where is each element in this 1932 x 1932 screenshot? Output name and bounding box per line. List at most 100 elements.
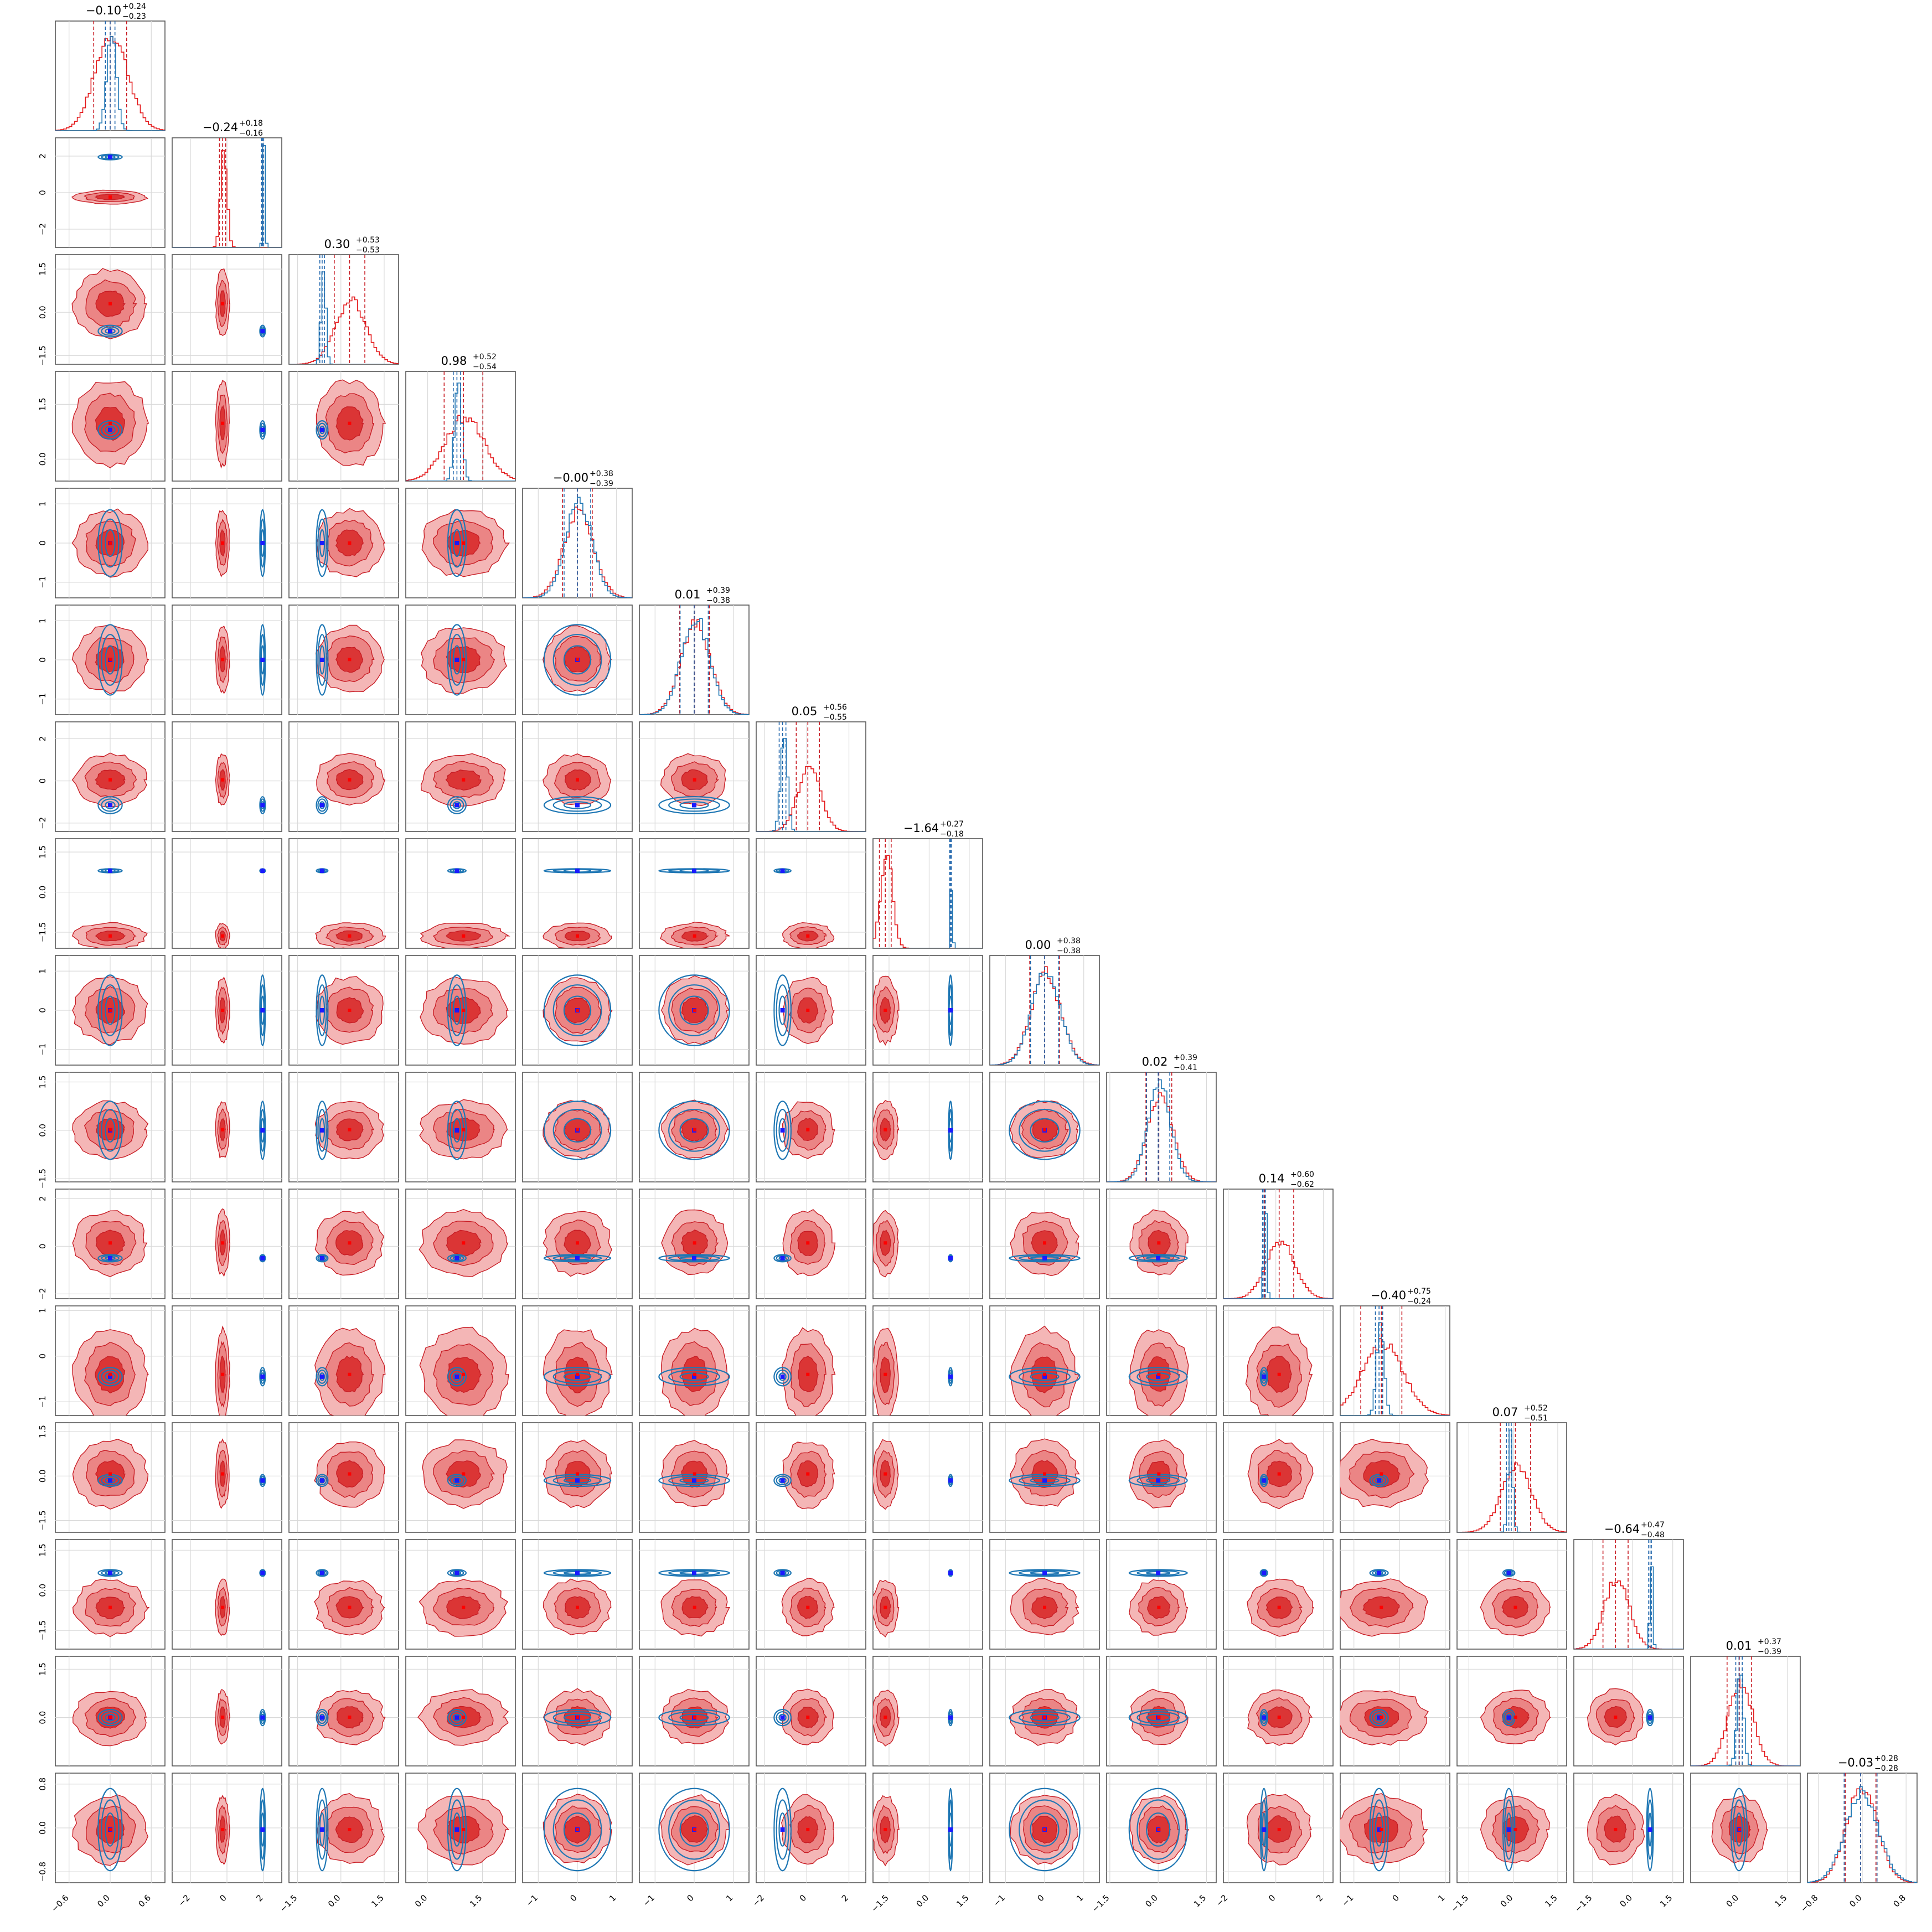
blue-contour (1259, 1788, 1268, 1872)
blue-contour (452, 1118, 462, 1143)
x-tick-label: −0.8 (1799, 1893, 1820, 1914)
panel-13-2 (288, 1539, 399, 1650)
blue-center-marker (948, 1256, 953, 1261)
param-title: 0.07 (1492, 1406, 1518, 1419)
red-histogram (172, 149, 282, 247)
red-center-marker (1277, 1472, 1281, 1476)
blue-histogram (990, 973, 1099, 1065)
y-tick-label: 1 (38, 618, 48, 624)
x-tick-label: 0.0 (95, 1893, 112, 1909)
x-tick-label: −1 (524, 1893, 540, 1908)
blue-histogram (172, 144, 282, 247)
blue-contour (447, 1367, 467, 1387)
red-center-marker (109, 541, 112, 545)
blue-contour (1030, 1118, 1060, 1143)
red-center-marker (693, 1827, 696, 1831)
blue-contour (101, 326, 120, 336)
panel-12-12: 0.07 +0.52−0.51 (1456, 1404, 1567, 1533)
panel-14-7 (872, 1656, 983, 1766)
blue-center-marker (319, 1478, 324, 1483)
param-title: 0.01 (1726, 1639, 1752, 1652)
blue-center-marker (454, 803, 459, 808)
blue-center-marker (260, 541, 265, 545)
param-title: 0.05 (792, 705, 818, 718)
red-center-marker (348, 1472, 352, 1476)
blue-center-marker (1506, 1571, 1511, 1575)
panel-15-3: 0.0 1.5 (405, 1773, 516, 1909)
blue-contour (668, 1475, 720, 1486)
red-center-marker (693, 1605, 696, 1609)
y-tick-label: 2 (38, 1196, 48, 1201)
blue-center-marker (780, 1827, 785, 1832)
param-title-plus: +0.52 (473, 353, 497, 361)
x-tick-label: 0 (1035, 1893, 1046, 1903)
blue-center-marker (319, 1374, 324, 1379)
param-title-plus: +0.39 (1174, 1053, 1197, 1062)
blue-center-marker (780, 1128, 785, 1133)
red-center-marker (1043, 1128, 1046, 1132)
blue-center-marker (692, 1374, 696, 1379)
blue-contour (1375, 1477, 1383, 1484)
blue-contour (1128, 1569, 1188, 1577)
blue-contour (101, 1369, 120, 1384)
panel-9-9: 0.02 +0.39−0.41 (1106, 1053, 1217, 1182)
blue-contour (658, 1254, 730, 1263)
blue-center-marker (319, 1571, 324, 1575)
red-center-marker (884, 1605, 887, 1609)
y-tick-label: 1 (38, 502, 48, 507)
red-center-marker (806, 1472, 810, 1476)
blue-center-marker (1042, 1374, 1047, 1379)
blue-center-marker (319, 1128, 324, 1133)
param-title-minus: −0.54 (473, 363, 497, 371)
panel-12-11 (1340, 1422, 1450, 1533)
blue-contour (447, 1474, 467, 1487)
blue-center-marker (260, 427, 265, 432)
red-center-marker (109, 1716, 112, 1719)
x-tick-label: −1.5 (1090, 1893, 1111, 1914)
panel-15-14: 0.0 1.5 (1690, 1773, 1801, 1909)
blue-contour (319, 645, 326, 675)
x-tick-label: 0 (1391, 1893, 1401, 1903)
panel-10-9 (1106, 1189, 1217, 1299)
blue-center-marker (1377, 1478, 1382, 1483)
blue-contour (1369, 1569, 1389, 1577)
blue-contour (101, 984, 120, 1036)
panel-10-5 (639, 1189, 750, 1299)
blue-contour (778, 1477, 787, 1484)
blue-contour (543, 1367, 612, 1387)
blue-center-marker (1042, 1478, 1047, 1483)
blue-center-marker (1262, 1715, 1267, 1720)
y-tick-label: 0 (38, 1354, 48, 1359)
red-center-marker (1614, 1827, 1618, 1831)
blue-contour (319, 1812, 326, 1847)
blue-contour (447, 1569, 467, 1577)
blue-contour (447, 1101, 467, 1160)
blue-contour (1128, 1788, 1188, 1872)
red-center-marker (348, 421, 352, 425)
blue-center-marker (260, 1374, 265, 1379)
blue-center-marker (454, 868, 459, 873)
blue-contour (1137, 1799, 1180, 1860)
blue-center-marker (454, 1478, 459, 1483)
panel-14-6 (756, 1656, 866, 1766)
y-tick-label: 0.8 (38, 1778, 48, 1791)
panel-15-8: −1 0 1 (989, 1773, 1100, 1908)
red-center-marker (109, 1372, 112, 1376)
blue-contour (105, 1118, 116, 1143)
panel-6-6: 0.05 +0.56−0.55 (756, 703, 866, 832)
red-center-marker (221, 1128, 225, 1132)
panel-13-8 (989, 1539, 1100, 1650)
blue-contour (1137, 1569, 1180, 1576)
param-title: −0.64 (1604, 1522, 1640, 1536)
blue-center-marker (780, 1256, 785, 1261)
blue-center-marker (1156, 1374, 1161, 1379)
panel-10-7 (872, 1189, 983, 1299)
param-title: 0.01 (675, 588, 701, 601)
blue-center-marker (780, 868, 785, 873)
y-tick-label: −1.5 (38, 1620, 48, 1640)
blue-contour (668, 1799, 720, 1860)
blue-contour (1019, 1108, 1071, 1152)
blue-contour (543, 796, 612, 814)
blue-contour (773, 1474, 792, 1487)
blue-histogram (55, 36, 165, 131)
